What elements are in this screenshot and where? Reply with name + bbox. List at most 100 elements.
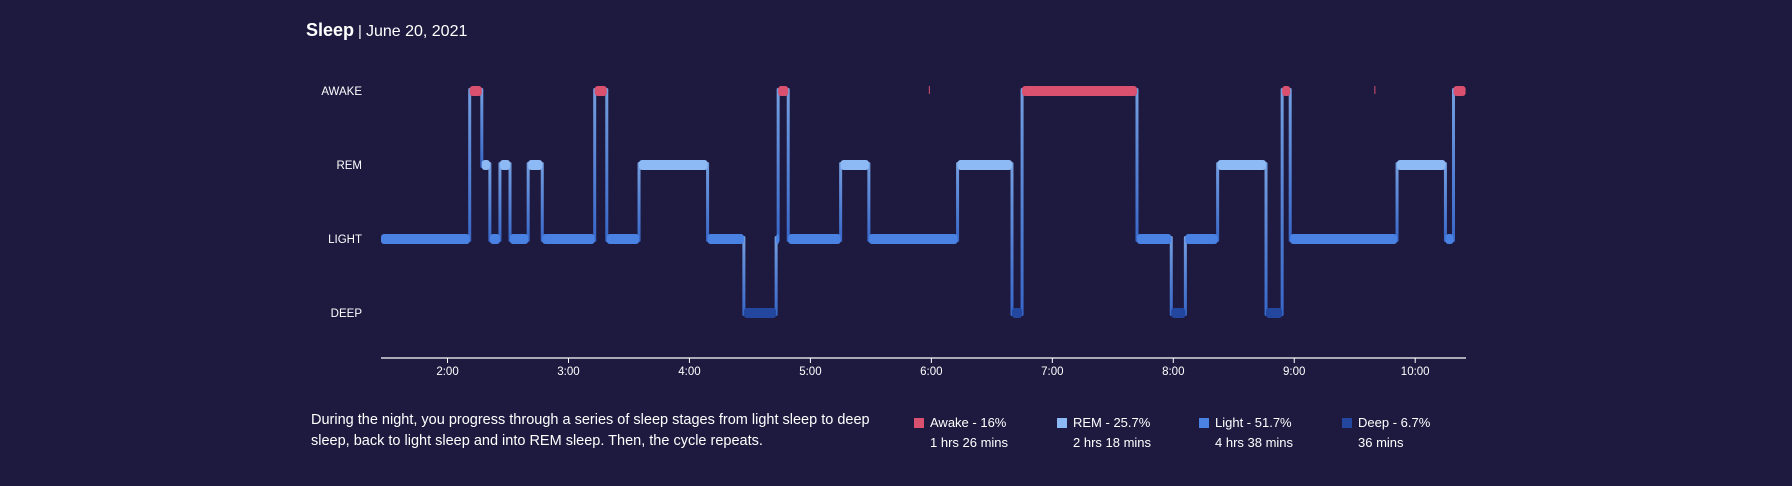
- segment-rem: [957, 160, 1013, 170]
- brief-awake-mark: [1374, 86, 1376, 94]
- stage-axis-labels: AWAKE REM LIGHT DEEP: [321, 86, 362, 320]
- stage-transition: [468, 88, 472, 242]
- legend-label-awake: Awake - 16%: [930, 415, 1007, 430]
- stage-transition: [1443, 162, 1447, 242]
- legend-label-light: Light - 51.7%: [1215, 415, 1292, 430]
- x-tick-label: 8:00: [1162, 366, 1184, 378]
- segment-rem: [499, 160, 511, 170]
- page-title: Sleep | June 20, 2021: [306, 18, 467, 44]
- legend-duration-light: 4 hrs 38 mins: [1215, 435, 1294, 450]
- segment-rem: [840, 160, 869, 170]
- segment-deep: [1266, 308, 1283, 318]
- stage-transition: [1264, 162, 1268, 316]
- stage-transition: [1135, 88, 1139, 242]
- segment-light: [1136, 234, 1172, 244]
- x-tick-label: 4:00: [678, 366, 700, 378]
- stage-transition: [706, 162, 710, 242]
- segment-awake: [469, 86, 482, 96]
- segment-light: [1185, 234, 1218, 244]
- legend-label-deep: Deep - 6.7%: [1358, 415, 1431, 430]
- stage-transition: [1169, 236, 1173, 316]
- segment-deep: [1171, 308, 1186, 318]
- segment-rem: [1397, 160, 1446, 170]
- stage-transition: [480, 88, 484, 168]
- legend-swatch-rem: [1057, 418, 1067, 428]
- stage-transition: [637, 162, 641, 242]
- legend-item-light: Light - 51.7% 4 hrs 38 mins: [1199, 413, 1339, 453]
- legend-item-deep: Deep - 6.7% 36 mins: [1342, 413, 1482, 453]
- segment-light: [1445, 234, 1454, 244]
- stage-label-light: LIGHT: [328, 234, 362, 246]
- legend-item-rem: REM - 25.7% 2 hrs 18 mins: [1057, 413, 1197, 453]
- segment-deep: [1012, 308, 1023, 318]
- brief-awake-mark: [928, 86, 930, 94]
- x-tick-label: 10:00: [1401, 366, 1430, 378]
- legend-swatch-deep: [1342, 418, 1352, 428]
- stage-transition: [867, 162, 871, 242]
- stage-transition: [1216, 162, 1220, 242]
- stage-label-awake: AWAKE: [321, 86, 362, 98]
- x-tick-label: 7:00: [1041, 366, 1063, 378]
- stage-transition: [1020, 88, 1024, 316]
- sleep-description: During the night, you progress through a…: [311, 412, 870, 449]
- segment-awake: [778, 86, 789, 96]
- segment-light: [381, 234, 470, 244]
- stage-transition: [1452, 88, 1456, 242]
- stage-transition: [742, 236, 746, 316]
- stage-transition: [956, 162, 960, 242]
- sleep-legend: Awake - 16% 1 hrs 26 mins REM - 25.7% 2 …: [914, 413, 1474, 463]
- stage-transition: [593, 88, 597, 242]
- stage-transition: [488, 162, 492, 242]
- segment-rem: [481, 160, 490, 170]
- stage-transition: [498, 162, 502, 242]
- x-tick-label: 5:00: [799, 366, 821, 378]
- segment-awake: [1453, 86, 1466, 96]
- legend-swatch-awake: [914, 418, 924, 428]
- stage-transition: [605, 88, 609, 242]
- segment-deep: [743, 308, 777, 318]
- stage-transition: [508, 162, 512, 242]
- segment-light: [868, 234, 958, 244]
- stage-transition: [776, 88, 780, 242]
- segment-awake: [1282, 86, 1291, 96]
- stage-transition: [1010, 162, 1014, 316]
- stage-label-rem: REM: [336, 160, 362, 172]
- legend-duration-rem: 2 hrs 18 mins: [1073, 435, 1152, 450]
- x-axis: 2:00 3:00 4:00 5:00 6:00 7:00 8:00 9:00 10:00: [381, 357, 1466, 378]
- segment-light: [489, 234, 500, 244]
- x-tick-label: 2:00: [436, 366, 458, 378]
- segment-light: [542, 234, 595, 244]
- segment-awake: [594, 86, 607, 96]
- stage-transitions: [468, 88, 1456, 316]
- legend-duration-awake: 1 hrs 26 mins: [930, 435, 1009, 450]
- x-tick-label: 9:00: [1283, 366, 1305, 378]
- segment-rem: [528, 160, 543, 170]
- title-separator: |: [358, 23, 362, 40]
- stage-transition: [1395, 162, 1399, 242]
- stage-segments: [381, 86, 1466, 318]
- stage-transition: [786, 88, 790, 242]
- segment-light: [1290, 234, 1398, 244]
- stage-transition: [540, 162, 544, 242]
- legend-swatch-light: [1199, 418, 1209, 428]
- x-tick-label: 3:00: [557, 366, 579, 378]
- segment-light: [776, 234, 780, 244]
- stage-transition: [1288, 88, 1292, 242]
- segment-light: [788, 234, 841, 244]
- legend-label-rem: REM - 25.7%: [1073, 415, 1151, 430]
- legend-item-awake: Awake - 16% 1 hrs 26 mins: [914, 413, 1054, 453]
- title-main: Sleep: [306, 20, 355, 40]
- stage-transition: [1183, 236, 1187, 316]
- x-tick-label: 6:00: [920, 366, 942, 378]
- stage-transition: [839, 162, 843, 242]
- segment-rem: [1217, 160, 1267, 170]
- segment-awake: [1022, 86, 1137, 96]
- stage-transition: [1280, 88, 1284, 316]
- stage-label-deep: DEEP: [331, 308, 363, 320]
- stage-transition: [526, 162, 530, 242]
- sleep-stage-chart: AWAKE REM LIGHT DEEP 2:00 3:00 4:00 5:00 6:00 7:…: [321, 86, 1466, 378]
- stage-transition: [774, 236, 778, 316]
- segment-light: [510, 234, 529, 244]
- title-date: June 20, 2021: [365, 23, 468, 40]
- segment-rem: [639, 160, 708, 170]
